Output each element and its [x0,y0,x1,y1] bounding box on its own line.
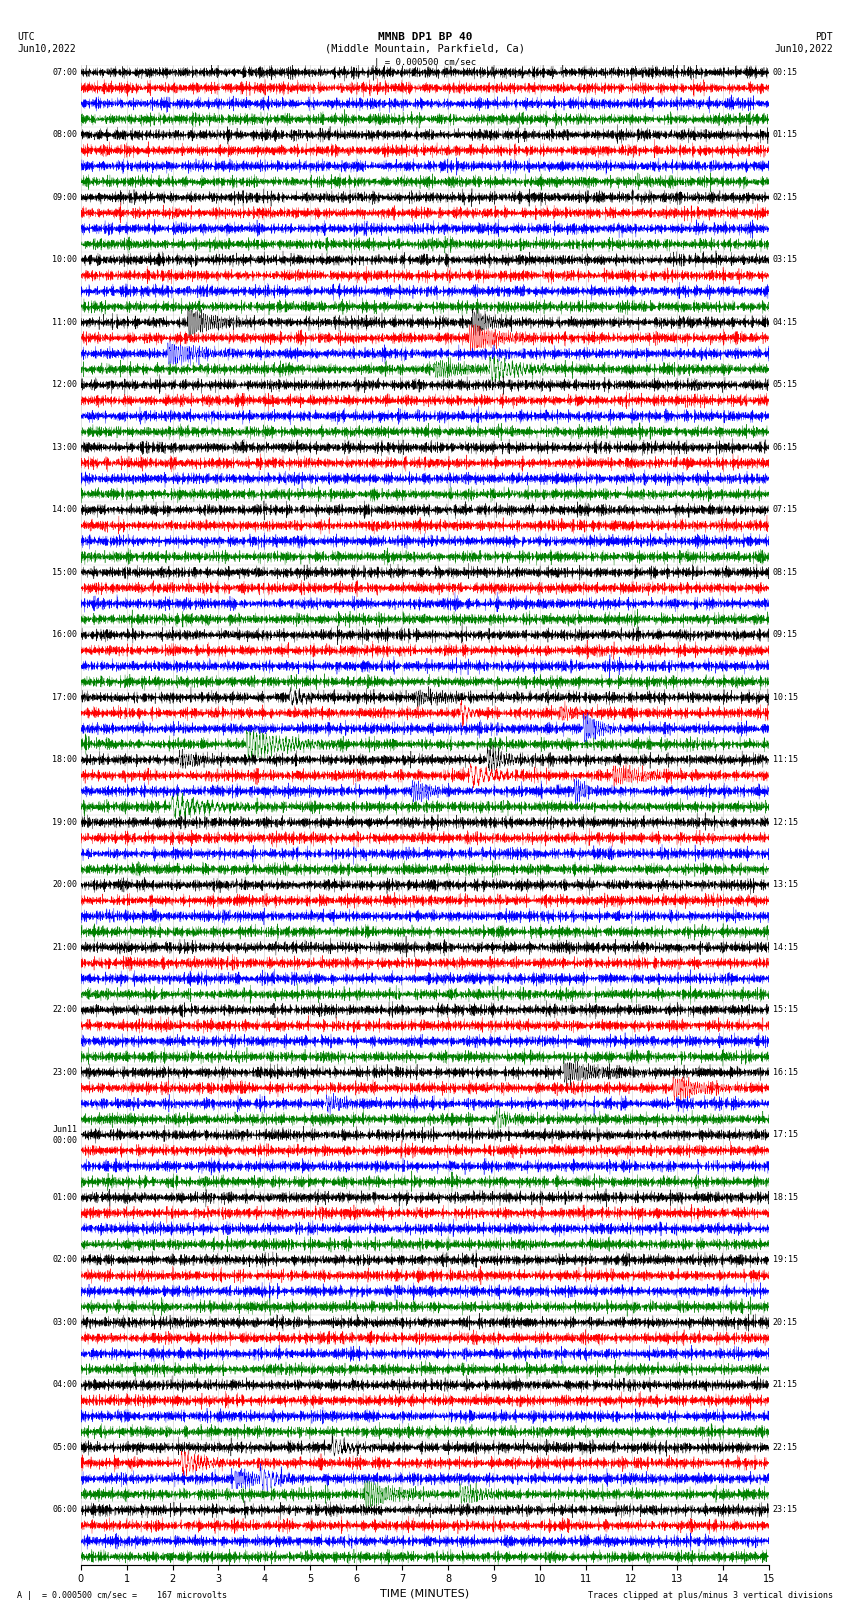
Text: 09:00: 09:00 [53,194,77,202]
Text: 12:00: 12:00 [53,381,77,389]
Text: 21:00: 21:00 [53,944,77,952]
Text: MMNB DP1 BP 40: MMNB DP1 BP 40 [377,32,473,42]
Text: 18:15: 18:15 [773,1194,797,1202]
Text: 10:00: 10:00 [53,255,77,265]
Text: 14:00: 14:00 [53,505,77,515]
Text: 23:15: 23:15 [773,1505,797,1515]
Text: 02:00: 02:00 [53,1255,77,1265]
Text: 19:00: 19:00 [53,818,77,827]
Text: 05:00: 05:00 [53,1444,77,1452]
Text: A |  = 0.000500 cm/sec =    167 microvolts: A | = 0.000500 cm/sec = 167 microvolts [17,1590,227,1600]
Text: 21:15: 21:15 [773,1381,797,1389]
Text: Jun10,2022: Jun10,2022 [774,44,833,53]
Text: 06:15: 06:15 [773,444,797,452]
X-axis label: TIME (MINUTES): TIME (MINUTES) [381,1589,469,1598]
Text: 20:15: 20:15 [773,1318,797,1327]
Text: 03:00: 03:00 [53,1318,77,1327]
Text: 23:00: 23:00 [53,1068,77,1077]
Text: 00:15: 00:15 [773,68,797,77]
Text: 16:15: 16:15 [773,1068,797,1077]
Text: 15:00: 15:00 [53,568,77,577]
Text: 11:15: 11:15 [773,755,797,765]
Text: 01:00: 01:00 [53,1194,77,1202]
Text: 02:15: 02:15 [773,194,797,202]
Text: 05:15: 05:15 [773,381,797,389]
Text: 04:15: 04:15 [773,318,797,327]
Text: 16:00: 16:00 [53,631,77,639]
Text: 14:15: 14:15 [773,944,797,952]
Text: 07:00: 07:00 [53,68,77,77]
Text: 20:00: 20:00 [53,881,77,889]
Text: 13:15: 13:15 [773,881,797,889]
Text: 06:00: 06:00 [53,1505,77,1515]
Text: 09:15: 09:15 [773,631,797,639]
Text: 07:15: 07:15 [773,505,797,515]
Text: | = 0.000500 cm/sec: | = 0.000500 cm/sec [374,58,476,68]
Text: 12:15: 12:15 [773,818,797,827]
Text: 18:00: 18:00 [53,755,77,765]
Text: 17:00: 17:00 [53,694,77,702]
Text: 22:00: 22:00 [53,1005,77,1015]
Text: 01:15: 01:15 [773,131,797,139]
Text: 10:15: 10:15 [773,694,797,702]
Text: 04:00: 04:00 [53,1381,77,1389]
Text: Jun10,2022: Jun10,2022 [17,44,76,53]
Text: Traces clipped at plus/minus 3 vertical divisions: Traces clipped at plus/minus 3 vertical … [588,1590,833,1600]
Text: 03:15: 03:15 [773,255,797,265]
Text: 08:00: 08:00 [53,131,77,139]
Text: Jun11
00:00: Jun11 00:00 [53,1126,77,1145]
Text: 11:00: 11:00 [53,318,77,327]
Text: 17:15: 17:15 [773,1131,797,1139]
Text: UTC: UTC [17,32,35,42]
Text: 15:15: 15:15 [773,1005,797,1015]
Text: 22:15: 22:15 [773,1444,797,1452]
Text: 19:15: 19:15 [773,1255,797,1265]
Text: 13:00: 13:00 [53,444,77,452]
Text: (Middle Mountain, Parkfield, Ca): (Middle Mountain, Parkfield, Ca) [325,44,525,53]
Text: 08:15: 08:15 [773,568,797,577]
Text: PDT: PDT [815,32,833,42]
